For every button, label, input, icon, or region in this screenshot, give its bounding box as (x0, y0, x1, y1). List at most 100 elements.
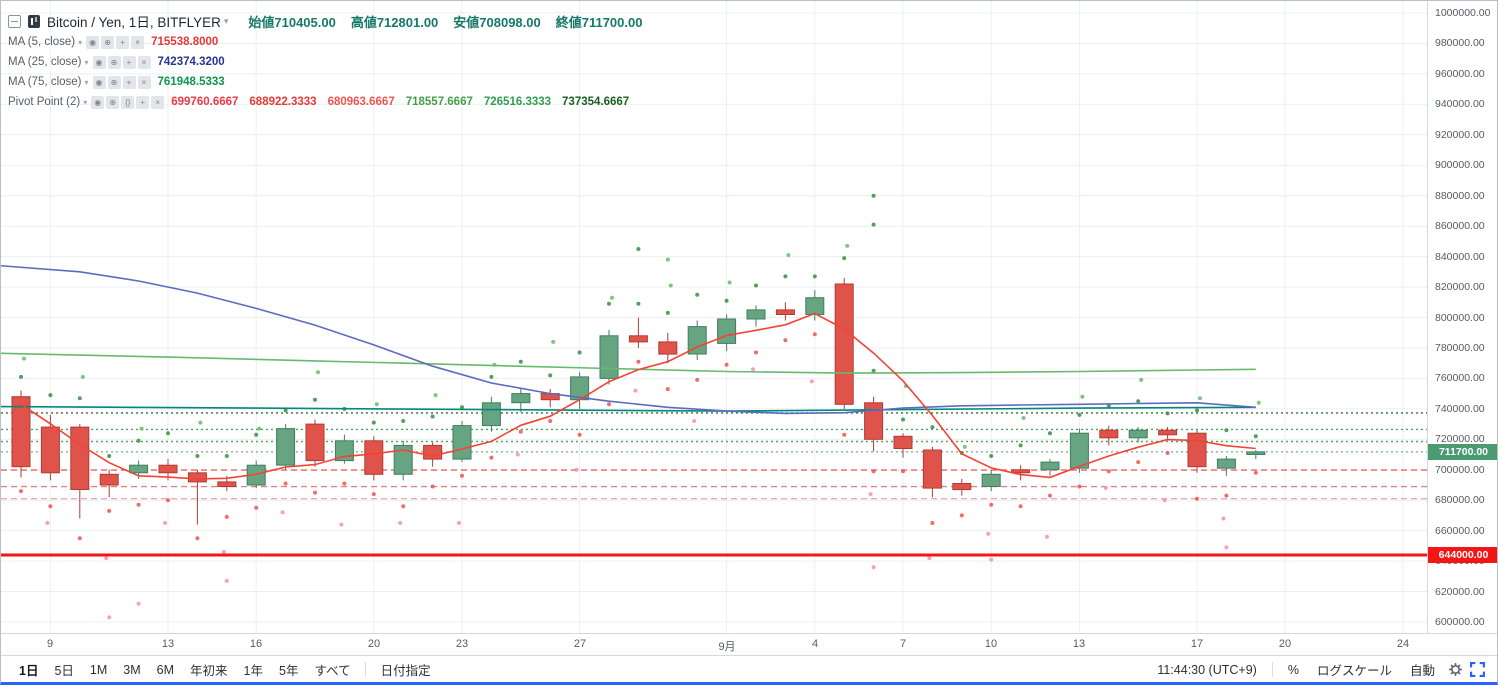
indicator-value: 742374.3200 (157, 56, 225, 68)
chart-canvas[interactable] (1, 1, 1427, 633)
indicator-controls: ◉ ⊕ + × (92, 75, 151, 89)
indicator-value: 726516.3333 (483, 96, 552, 108)
collapse-panel-icon[interactable] (8, 14, 21, 28)
price-axis-label: 600000.00 (1435, 616, 1485, 628)
indicator-controls: ◉ ⊕{} + × (91, 95, 165, 109)
indicator-label[interactable]: MA (25, close) (8, 56, 82, 68)
settings-icon[interactable]: ⊕ (106, 95, 120, 109)
indicator-label[interactable]: MA (5, close) (8, 36, 76, 48)
divider (1271, 662, 1273, 677)
grid-lines (1, 1, 1427, 633)
fullscreen-icon[interactable] (1466, 660, 1488, 680)
chevron-down-icon[interactable]: ▾ (223, 15, 229, 26)
divider (364, 662, 366, 677)
time-axis-label: 24 (1396, 638, 1410, 650)
visibility-icon[interactable]: ◉ (92, 75, 106, 89)
source-icon[interactable]: {} (121, 95, 135, 109)
time-axis-label: 9月 (718, 641, 736, 653)
indicator-row: MA (5, close) ▾ ◉ ⊕ + × 715538.8000 (8, 32, 640, 52)
price-badge: 644000.00 (1428, 547, 1497, 563)
ohlc-item: 終値711700.00 (555, 14, 643, 30)
price-axis-label: 660000.00 (1435, 525, 1485, 537)
close-icon[interactable]: × (151, 95, 165, 109)
chevron-down-icon[interactable]: ▾ (84, 57, 89, 67)
price-axis-label: 940000.00 (1435, 98, 1485, 110)
indicator-value: 737354.6667 (562, 96, 630, 108)
indicator-value: 699760.6667 (171, 96, 239, 108)
add-icon[interactable]: + (136, 95, 150, 109)
indicator-value: 718557.6667 (405, 96, 473, 108)
time-axis-label: 27 (573, 638, 587, 650)
price-axis-label: 800000.00 (1435, 312, 1485, 324)
add-icon[interactable]: + (122, 55, 136, 69)
settings-icon[interactable]: ⊕ (107, 75, 121, 89)
time-axis-label: 13 (1072, 638, 1086, 650)
price-axis-label: 880000.00 (1435, 190, 1485, 202)
range-button-3M[interactable]: 3M (123, 662, 141, 677)
price-axis-label: 1000000.00 (1435, 7, 1491, 19)
date-range-button[interactable]: 日付指定 (380, 664, 431, 678)
range-button-5日[interactable]: 5日 (54, 664, 74, 678)
symbol-title[interactable]: Bitcoin / Yen, 1日, BITFLYER (47, 15, 221, 30)
percent-scale-button[interactable]: % (1287, 662, 1299, 677)
close-icon[interactable]: × (137, 55, 151, 69)
time-axis-label: 4 (811, 638, 819, 650)
time-axis-label: 20 (1278, 638, 1292, 650)
settings-gear-icon[interactable] (1444, 660, 1466, 680)
visibility-icon[interactable]: ◉ (86, 35, 100, 49)
chevron-down-icon[interactable]: ▾ (84, 77, 89, 87)
chart-plot-area[interactable] (1, 1, 1427, 633)
time-axis-label: 13 (161, 638, 175, 650)
chevron-down-icon[interactable]: ▾ (83, 97, 88, 107)
close-icon[interactable]: × (131, 35, 145, 49)
candles (11, 277, 1266, 525)
clock-display[interactable]: 11:44:30 (UTC+9) (1157, 662, 1257, 677)
time-axis-label: 16 (249, 638, 263, 650)
time-axis-label: 9 (46, 638, 54, 650)
ohlc-values: 始値710405.00 高値712801.00 安値708098.00 終値71170… (248, 12, 642, 31)
range-button-6M[interactable]: 6M (156, 662, 175, 677)
range-button-1M[interactable]: 1M (89, 662, 108, 677)
time-axis[interactable]: 9 13 16 20 23 27 9月 4 7 10 13 17 20 24 (1, 633, 1497, 655)
time-axis-label: 23 (455, 638, 469, 650)
price-axis-label: 900000.00 (1435, 159, 1485, 171)
visibility-icon[interactable]: ◉ (92, 55, 106, 69)
auto-scale-button[interactable]: 自動 (1409, 664, 1435, 678)
indicator-controls: ◉ ⊕ + × (92, 55, 151, 69)
price-axis[interactable]: 600000.00620000.00640000.00660000.006800… (1427, 1, 1497, 633)
settings-icon[interactable]: ⊕ (107, 55, 121, 69)
indicator-value: 761948.5333 (157, 76, 225, 88)
chart-style-icon[interactable] (28, 14, 40, 28)
close-icon[interactable]: × (137, 75, 151, 89)
visibility-icon[interactable]: ◉ (91, 95, 105, 109)
range-button-1日[interactable]: 1日 (19, 664, 39, 678)
range-button-すべて[interactable]: すべて (314, 664, 351, 678)
range-buttons: 1日 5日 1M 3M 6M 年初来 1年 5年 すべて (11, 658, 359, 681)
indicator-value: 715538.8000 (151, 36, 219, 48)
time-axis-label: 17 (1190, 638, 1204, 650)
add-icon[interactable]: + (116, 35, 130, 49)
ohlc-item: 始値710405.00 (248, 14, 336, 30)
chevron-down-icon[interactable]: ▾ (78, 37, 83, 47)
price-axis-label: 620000.00 (1435, 586, 1485, 598)
range-button-年初来[interactable]: 年初来 (190, 664, 228, 678)
time-axis-label: 7 (899, 638, 907, 650)
price-axis-label: 680000.00 (1435, 494, 1485, 506)
price-axis-label: 780000.00 (1435, 342, 1485, 354)
add-icon[interactable]: + (122, 75, 136, 89)
indicator-row: MA (25, close) ▾ ◉ ⊕ + × 742374.3200 (8, 52, 640, 72)
settings-icon[interactable]: ⊕ (101, 35, 115, 49)
indicator-value: 680963.6667 (327, 96, 395, 108)
indicator-row: MA (75, close) ▾ ◉ ⊕ + × 761948.5333 (8, 72, 640, 92)
ma25-line (1, 264, 1256, 415)
price-axis-label: 840000.00 (1435, 251, 1485, 263)
indicator-controls: ◉ ⊕ + × (86, 35, 145, 49)
log-scale-button[interactable]: ログスケール (1316, 664, 1392, 678)
indicator-label[interactable]: MA (75, close) (8, 76, 82, 88)
price-axis-label: 960000.00 (1435, 68, 1485, 80)
price-axis-label: 700000.00 (1435, 464, 1485, 476)
range-button-1年[interactable]: 1年 (243, 664, 263, 678)
range-button-5年[interactable]: 5年 (279, 664, 299, 678)
indicator-label[interactable]: Pivot Point (2) (8, 96, 81, 108)
